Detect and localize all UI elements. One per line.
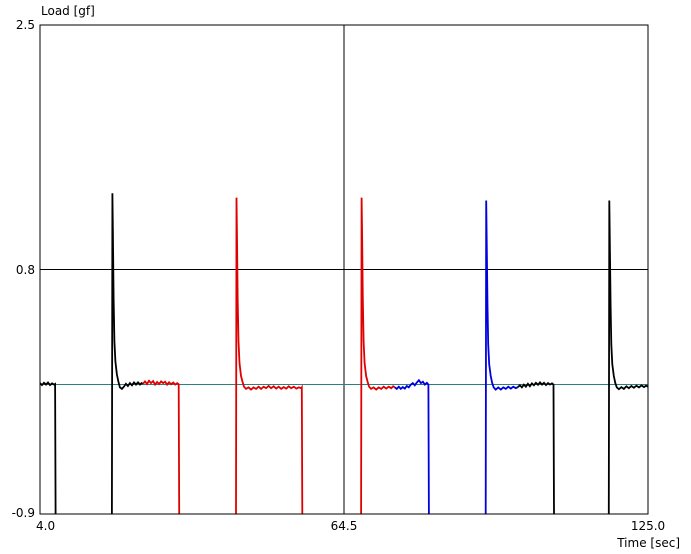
trace-cycle-4-blue (484, 200, 519, 514)
x-tick-label-right: 125.0 (630, 519, 666, 533)
y-tick-label-bottom: -0.9 (11, 506, 35, 520)
trace-cycle-4-blue (394, 378, 430, 514)
y-tick-label-mid: 0.8 (15, 263, 35, 277)
trace-cycle-1-black (111, 193, 144, 514)
trace-cycles-2-3-red (360, 197, 396, 514)
y-axis-title: Load [gf] (41, 4, 95, 18)
x-tick-label-left: 4.0 (36, 519, 56, 533)
y-tick-label-top: 2.5 (15, 18, 35, 32)
x-tick-label-mid: 64.5 (330, 519, 358, 533)
trace-cycles-2-3-red (142, 379, 181, 514)
trace-cycle-5-black (517, 381, 555, 514)
trace-cycle-5-black (607, 200, 648, 514)
trace-cycle-1-black (40, 381, 57, 514)
trace-cycles-2-3-red (235, 197, 304, 514)
x-axis-title: Time [sec] (617, 536, 680, 550)
